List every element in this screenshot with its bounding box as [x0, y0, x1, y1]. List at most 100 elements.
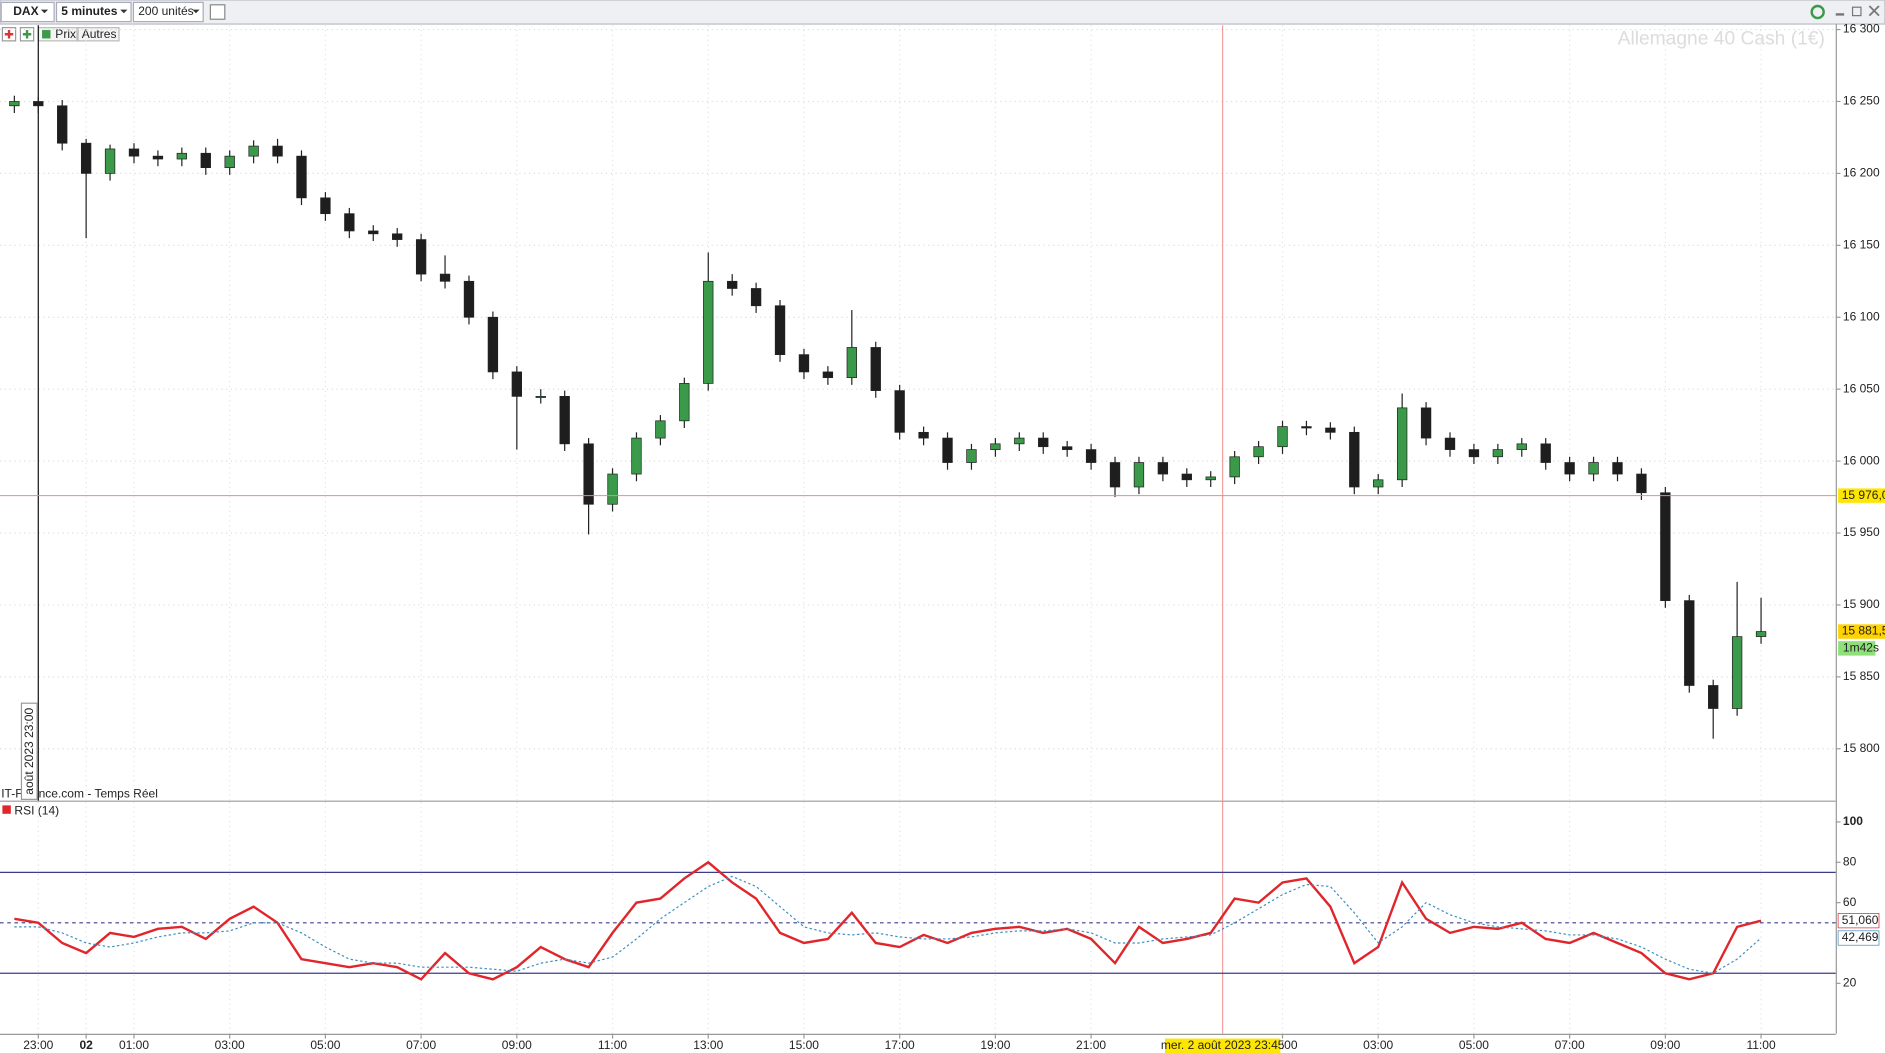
candle-body	[200, 152, 211, 169]
plus-icon	[4, 30, 14, 39]
candle-body	[57, 105, 68, 144]
toolbar	[0, 0, 1885, 25]
x-tick-label: 03:00	[1363, 1038, 1393, 1052]
tab-label: Autres	[82, 27, 117, 41]
y-tick-label: 60	[1843, 895, 1857, 909]
candle-body	[1205, 476, 1216, 481]
x-tick-label: 05:00	[310, 1038, 340, 1052]
x-tick-label: 11:00	[598, 1038, 627, 1052]
units-select[interactable]	[132, 1, 204, 23]
candle-body	[296, 155, 307, 199]
info-button[interactable]	[209, 4, 226, 20]
y-tick-label: 15 950	[1843, 525, 1880, 539]
candle-body	[1636, 473, 1647, 494]
watermark: Allemagne 40 Cash (1€)	[1618, 29, 1825, 50]
x-tick-label: 15:00	[789, 1038, 819, 1052]
candle-body	[439, 273, 451, 282]
candle-body	[798, 354, 810, 373]
candle-body	[176, 152, 188, 160]
tab-icon	[42, 30, 51, 39]
candle-body	[1731, 636, 1743, 709]
candle-body	[1061, 446, 1073, 450]
candle-body	[511, 371, 523, 397]
dropdown-arrow	[40, 9, 49, 14]
x-tick-label: 21:00	[1076, 1038, 1106, 1052]
candle-body	[750, 288, 762, 307]
countdown-tag	[1838, 641, 1876, 656]
candle-body	[320, 197, 331, 215]
x-tick-label: 23:00	[23, 1038, 53, 1052]
candle-body	[1588, 462, 1599, 475]
candle-body	[1301, 426, 1312, 429]
minimize-icon[interactable]	[1835, 13, 1845, 16]
candle-body	[1492, 449, 1504, 458]
candle-body	[1109, 462, 1121, 488]
y-tick-label: 100	[1843, 814, 1863, 828]
candle-body	[1420, 407, 1432, 439]
candle-body	[272, 145, 283, 157]
y-tick-label: 16 200	[1843, 166, 1880, 180]
plus-icon	[22, 30, 32, 39]
x-tick-label: 09:00	[1650, 1038, 1680, 1052]
restore-icon[interactable]	[1851, 6, 1862, 17]
candle-body	[679, 383, 690, 422]
candle-body	[487, 316, 499, 373]
candle-body	[703, 280, 714, 384]
dropdown-arrow	[192, 9, 200, 14]
rsi-line	[14, 860, 1762, 981]
x-tick-label: 01:00	[119, 1038, 149, 1052]
crosshair-date-box	[1164, 1038, 1281, 1053]
countdown-label: 1m42s	[1843, 641, 1879, 655]
rsi-average-line	[14, 875, 1762, 974]
candle-body	[1014, 437, 1025, 445]
candle-body	[942, 437, 953, 463]
candle-body	[1373, 479, 1384, 488]
day-marker-box	[20, 702, 38, 800]
candle-body	[368, 230, 379, 235]
tab-autres[interactable]	[77, 27, 120, 42]
interval-select[interactable]	[55, 1, 132, 23]
candle-body	[463, 280, 475, 318]
day-marker-label: août 2023 23:00	[22, 708, 36, 795]
crosshair-date: mer. 2 août 2023 23:45	[1161, 1038, 1285, 1052]
x-tick-label: 11:00	[1746, 1038, 1775, 1052]
candle-body	[1157, 462, 1169, 475]
last-price-tag	[1838, 624, 1885, 639]
candle-body	[1684, 600, 1695, 686]
symbol-select[interactable]	[0, 1, 55, 23]
candle-body	[248, 145, 259, 157]
units: 200 unités	[138, 4, 193, 18]
candle-body	[559, 396, 570, 445]
candle-body	[9, 101, 20, 107]
value-tag-label: 51,060	[1842, 913, 1879, 927]
refresh-icon[interactable]	[1810, 4, 1825, 20]
y-tick-label: 16 300	[1843, 22, 1880, 36]
candle-body	[1181, 473, 1192, 481]
close-icon[interactable]	[1868, 5, 1880, 17]
value-tag	[1837, 913, 1880, 929]
candle-body	[918, 431, 929, 439]
candle-body	[344, 213, 355, 232]
candle-body	[655, 420, 666, 439]
x-tick-label: 07:00	[1555, 1038, 1585, 1052]
candle-body	[1349, 431, 1360, 488]
candle-body	[870, 347, 881, 391]
candle-body	[1133, 462, 1145, 488]
interval: 5 minutes	[61, 4, 117, 18]
candle-body	[128, 148, 140, 157]
candle-body	[966, 449, 977, 463]
x-tick-label: 19:00	[980, 1038, 1010, 1052]
candle-body	[822, 371, 834, 379]
candle-body	[1444, 437, 1456, 450]
candle-body	[1038, 437, 1049, 448]
value-tag-label: 42,469	[1842, 930, 1879, 944]
rsi-title: RSI (14)	[14, 804, 59, 818]
x-tick-label: 03:00	[215, 1038, 245, 1052]
candle-body	[1708, 685, 1719, 709]
x-tick-label: 17:00	[885, 1038, 915, 1052]
y-tick-label: 20	[1843, 976, 1857, 990]
candle-body	[1468, 449, 1480, 458]
candle-body	[1253, 446, 1264, 458]
